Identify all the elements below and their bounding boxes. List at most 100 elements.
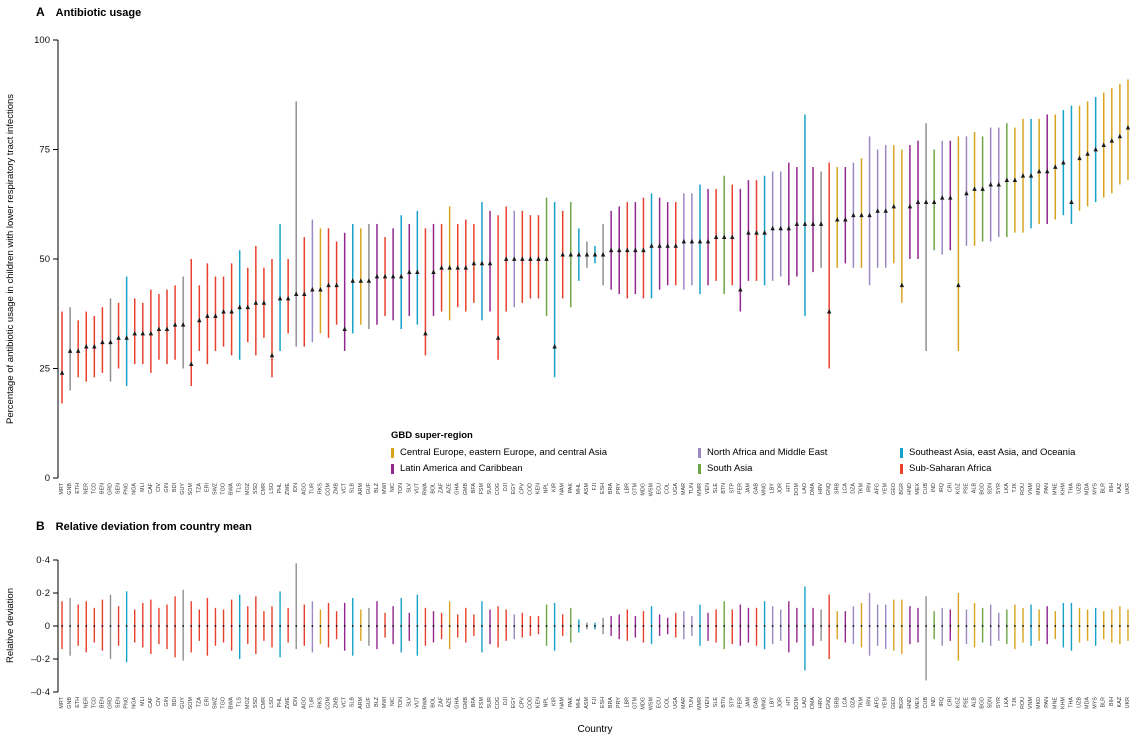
- svg-text:PHL: PHL: [277, 697, 283, 708]
- svg-text:TON: TON: [398, 697, 404, 708]
- svg-text:GRD: GRD: [107, 483, 113, 495]
- svg-text:ALB: ALB: [972, 483, 978, 494]
- svg-text:CAF: CAF: [148, 482, 154, 493]
- svg-text:JOR: JOR: [778, 483, 784, 494]
- panel-a-y-axis: 0 25 50 75 100: [34, 35, 59, 484]
- svg-text:VCT: VCT: [342, 482, 348, 493]
- svg-text:JAM: JAM: [745, 482, 751, 493]
- svg-text:LCA: LCA: [842, 483, 848, 494]
- svg-text:ESH: ESH: [600, 697, 606, 708]
- svg-text:DJI: DJI: [503, 697, 509, 705]
- svg-text:IRQ: IRQ: [939, 697, 945, 707]
- svg-text:UGA: UGA: [673, 697, 679, 709]
- svg-text:GUY: GUY: [180, 697, 186, 709]
- panel-a-title: A Antibiotic usage: [36, 5, 141, 19]
- svg-text:HRV: HRV: [818, 483, 824, 495]
- svg-text:BRA: BRA: [608, 697, 614, 708]
- svg-text:GUF: GUF: [366, 696, 372, 708]
- svg-text:SLB: SLB: [350, 697, 356, 708]
- svg-text:BFA: BFA: [471, 697, 477, 708]
- svg-text:BLR: BLR: [1101, 697, 1107, 708]
- svg-text:COG: COG: [495, 697, 501, 709]
- svg-text:BTN: BTN: [721, 483, 727, 494]
- svg-text:GRD: GRD: [107, 697, 113, 709]
- svg-text:CUB: CUB: [923, 697, 929, 709]
- svg-text:50: 50: [39, 254, 50, 265]
- svg-text:ZAF: ZAF: [439, 482, 445, 493]
- svg-text:MNG: MNG: [762, 483, 768, 496]
- svg-text:CUB: CUB: [923, 483, 929, 495]
- svg-text:ROU: ROU: [1020, 697, 1026, 709]
- svg-text:JAM: JAM: [745, 696, 751, 707]
- svg-text:TUN: TUN: [689, 697, 695, 708]
- svg-text:ROU: ROU: [1020, 483, 1026, 495]
- svg-text:TJK: TJK: [1012, 697, 1018, 707]
- svg-text:TUR: TUR: [309, 697, 315, 708]
- legend-item-sea: Southeast Asia, east Asia, and Oceania: [900, 447, 1075, 458]
- svg-text:BRA: BRA: [608, 483, 614, 494]
- svg-text:THA: THA: [1068, 697, 1074, 708]
- svg-text:GNB: GNB: [67, 483, 73, 495]
- svg-text:ZWE: ZWE: [285, 483, 291, 495]
- svg-text:TUN: TUN: [689, 483, 695, 494]
- svg-text:MEX: MEX: [915, 697, 921, 709]
- svg-text:COD: COD: [527, 483, 533, 495]
- svg-text:CMR: CMR: [261, 483, 267, 495]
- svg-text:BDI: BDI: [172, 483, 178, 492]
- svg-text:LBY: LBY: [770, 697, 776, 708]
- svg-text:YEM: YEM: [883, 482, 889, 494]
- svg-text:TJK: TJK: [1012, 483, 1018, 493]
- svg-text:CRI: CRI: [947, 697, 953, 706]
- panel-a-title-text: Antibiotic usage: [55, 7, 142, 19]
- svg-text:CAF: CAF: [148, 696, 154, 707]
- svg-text:PSE: PSE: [963, 483, 969, 494]
- panel-b-zero-dots: [61, 625, 1129, 627]
- svg-text:AZE: AZE: [447, 697, 453, 708]
- svg-text:NPL: NPL: [544, 697, 550, 708]
- svg-text:SYR: SYR: [996, 483, 1002, 494]
- legend-swatch-sa: [698, 463, 701, 474]
- svg-text:GEO: GEO: [891, 483, 897, 495]
- svg-text:BIH: BIH: [1109, 697, 1115, 706]
- svg-text:NIC: NIC: [390, 697, 396, 706]
- svg-text:KEN: KEN: [535, 483, 541, 494]
- svg-text:MNE: MNE: [1052, 483, 1058, 495]
- svg-text:MDG: MDG: [640, 483, 646, 496]
- legend-items: Central Europe, eastern Europe, and cent…: [391, 445, 1075, 476]
- svg-text:VEN: VEN: [705, 697, 711, 708]
- svg-text:SRB: SRB: [834, 697, 840, 708]
- svg-text:PRY: PRY: [616, 483, 622, 494]
- svg-text:HND: HND: [907, 697, 913, 709]
- svg-text:UKR: UKR: [1125, 697, 1131, 708]
- svg-text:WSM: WSM: [649, 697, 655, 711]
- svg-text:SLV: SLV: [406, 483, 412, 493]
- svg-text:COL: COL: [665, 483, 671, 494]
- svg-text:MLI: MLI: [140, 483, 146, 492]
- svg-text:MDA: MDA: [1085, 483, 1091, 495]
- svg-text:PRY: PRY: [616, 697, 622, 708]
- svg-text:DJI: DJI: [503, 483, 509, 491]
- svg-text:VEN: VEN: [705, 483, 711, 494]
- svg-text:CIV: CIV: [156, 483, 162, 492]
- svg-text:LAO: LAO: [802, 483, 808, 494]
- svg-text:MDG: MDG: [640, 697, 646, 710]
- svg-text:PSE: PSE: [963, 697, 969, 708]
- svg-text:0: 0: [45, 473, 50, 484]
- svg-text:TKM: TKM: [858, 483, 864, 495]
- svg-text:ECU: ECU: [657, 697, 663, 708]
- svg-text:ARM: ARM: [358, 482, 364, 494]
- panel-a-label: A: [36, 5, 45, 19]
- svg-text:BGR: BGR: [899, 483, 905, 495]
- svg-text:SSD: SSD: [253, 697, 259, 708]
- svg-text:CMR: CMR: [261, 697, 267, 709]
- svg-text:BFA: BFA: [471, 483, 477, 494]
- svg-text:75: 75: [39, 145, 50, 156]
- svg-text:UZB: UZB: [1077, 697, 1083, 708]
- svg-text:IRN: IRN: [867, 483, 873, 492]
- svg-text:LKA: LKA: [1004, 697, 1010, 708]
- svg-text:GHA: GHA: [455, 697, 461, 709]
- svg-text:KAZ: KAZ: [1117, 482, 1123, 493]
- svg-text:TKM: TKM: [858, 697, 864, 709]
- svg-text:BOL: BOL: [430, 483, 436, 494]
- legend-title: GBD super-region: [391, 430, 473, 441]
